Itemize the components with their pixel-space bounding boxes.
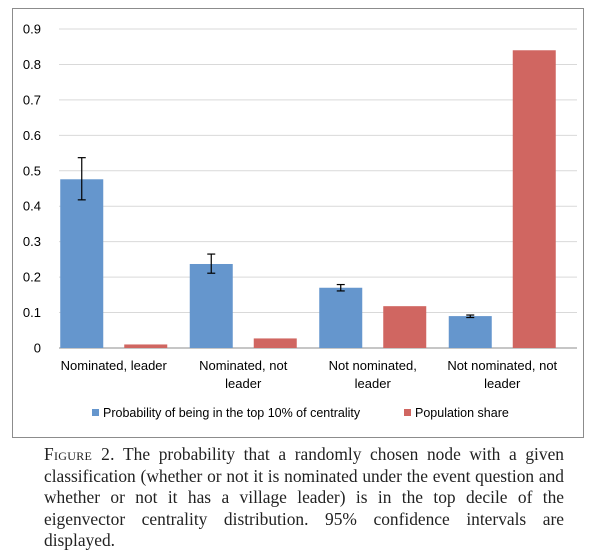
bar-population-share: [512, 50, 556, 349]
x-tick-label: leader: [484, 376, 521, 391]
x-tick-label: leader: [355, 376, 392, 391]
bar-probability: [448, 316, 492, 348]
legend-swatch: [404, 409, 411, 416]
x-tick-label: Nominated, not: [199, 358, 288, 373]
legend-label: Probability of being in the top 10% of c…: [103, 406, 361, 420]
bar-population-share: [124, 344, 168, 348]
caption-lead: Figure 2.: [44, 444, 115, 464]
x-tick-label: Not nominated,: [329, 358, 417, 373]
y-tick-label: 0.9: [23, 22, 41, 37]
bar-population-share: [253, 338, 297, 348]
bar-probability: [319, 287, 363, 348]
chart-frame: 0 0.1 0.2 0.3 0.4 0.5 0.6 0.7 0.8 0.9 Nominated, l…: [12, 8, 584, 438]
y-tick-label: 0.5: [23, 163, 41, 178]
bar-probability: [189, 263, 233, 348]
y-tick-label: 0.4: [23, 199, 41, 214]
legend-label: Population share: [415, 406, 509, 420]
y-tick-label: 0.6: [23, 128, 41, 143]
x-tick-label: Nominated, leader: [61, 358, 168, 373]
bar-chart: 0 0.1 0.2 0.3 0.4 0.5 0.6 0.7 0.8 0.9 Nominated, l…: [23, 22, 577, 420]
y-tick-label: 0.7: [23, 92, 41, 107]
x-tick-label: leader: [225, 376, 262, 391]
figure-caption: Figure 2. The probability that a randoml…: [44, 444, 564, 552]
x-tick-label: Not nominated, not: [447, 358, 557, 373]
y-tick-label: 0.8: [23, 57, 41, 72]
y-tick-label: 0.3: [23, 234, 41, 249]
bar-probability: [60, 179, 104, 348]
y-tick-label: 0: [34, 341, 41, 356]
y-tick-label: 0.1: [23, 305, 41, 320]
legend-swatch: [92, 409, 99, 416]
y-tick-label: 0.2: [23, 270, 41, 285]
caption-text: The probability that a randomly chosen n…: [44, 444, 564, 550]
bar-population-share: [383, 306, 427, 348]
